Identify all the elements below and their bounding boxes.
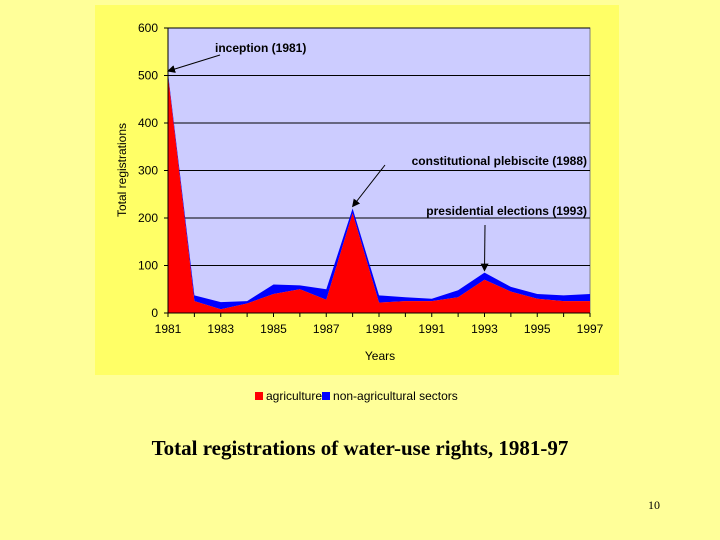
legend-swatch-non-agricultural [322,392,331,400]
y-tick-label: 500 [138,69,158,83]
x-tick-label: 1987 [313,322,340,336]
x-tick-label: 1997 [577,322,604,336]
y-tick-label: 100 [138,259,158,273]
x-axis-title: Years [365,349,395,363]
legend-label-agriculture: agriculture [266,389,323,403]
axes [164,27,591,317]
annotation-arrow [167,54,221,73]
annotation-arrow [352,164,386,208]
legend-item-non-agricultural: non-agricultural sectors [322,389,458,403]
annotation-arrow [480,224,489,272]
y-tick-label: 300 [138,164,158,178]
y-axis-title: Total registrations [115,123,129,217]
legend: agriculture non-agricultural sectors [255,388,458,404]
gridlines [168,27,590,266]
legend-swatch-agriculture [255,392,263,400]
page-number: 10 [648,498,660,512]
y-tick-label: 200 [138,211,158,225]
x-tick-label: 1983 [207,322,234,336]
y-tick-label: 400 [138,116,158,130]
area-chart: 0 100 200 300 400 500 600 1981 1983 1985 1987 1989… [115,21,604,363]
x-tick-labels: 1981 1983 1985 1987 1989 1991 1993 1995 1997 [155,322,604,336]
legend-item-agriculture: agriculture [255,389,322,403]
x-tick-label: 1995 [524,322,551,336]
y-tick-label: 0 [151,306,158,320]
x-tick-label: 1985 [260,322,287,336]
annotation-label: inception (1981) [215,41,306,55]
annotation-label: presidential elections (1993) [426,204,587,218]
annotations: inception (1981) constitutional plebiscit… [167,41,587,272]
x-tick-label: 1989 [366,322,393,336]
slide-caption: Total registrations of water-use rights,… [151,436,569,460]
x-tick-label: 1991 [418,322,445,336]
y-tick-label: 600 [138,21,158,35]
y-tick-labels: 0 100 200 300 400 500 600 [138,21,158,320]
legend-label-non-agricultural: non-agricultural sectors [333,389,458,403]
x-tick-label: 1993 [471,322,498,336]
x-tick-label: 1981 [155,322,182,336]
annotation-label: constitutional plebiscite (1988) [412,154,587,168]
